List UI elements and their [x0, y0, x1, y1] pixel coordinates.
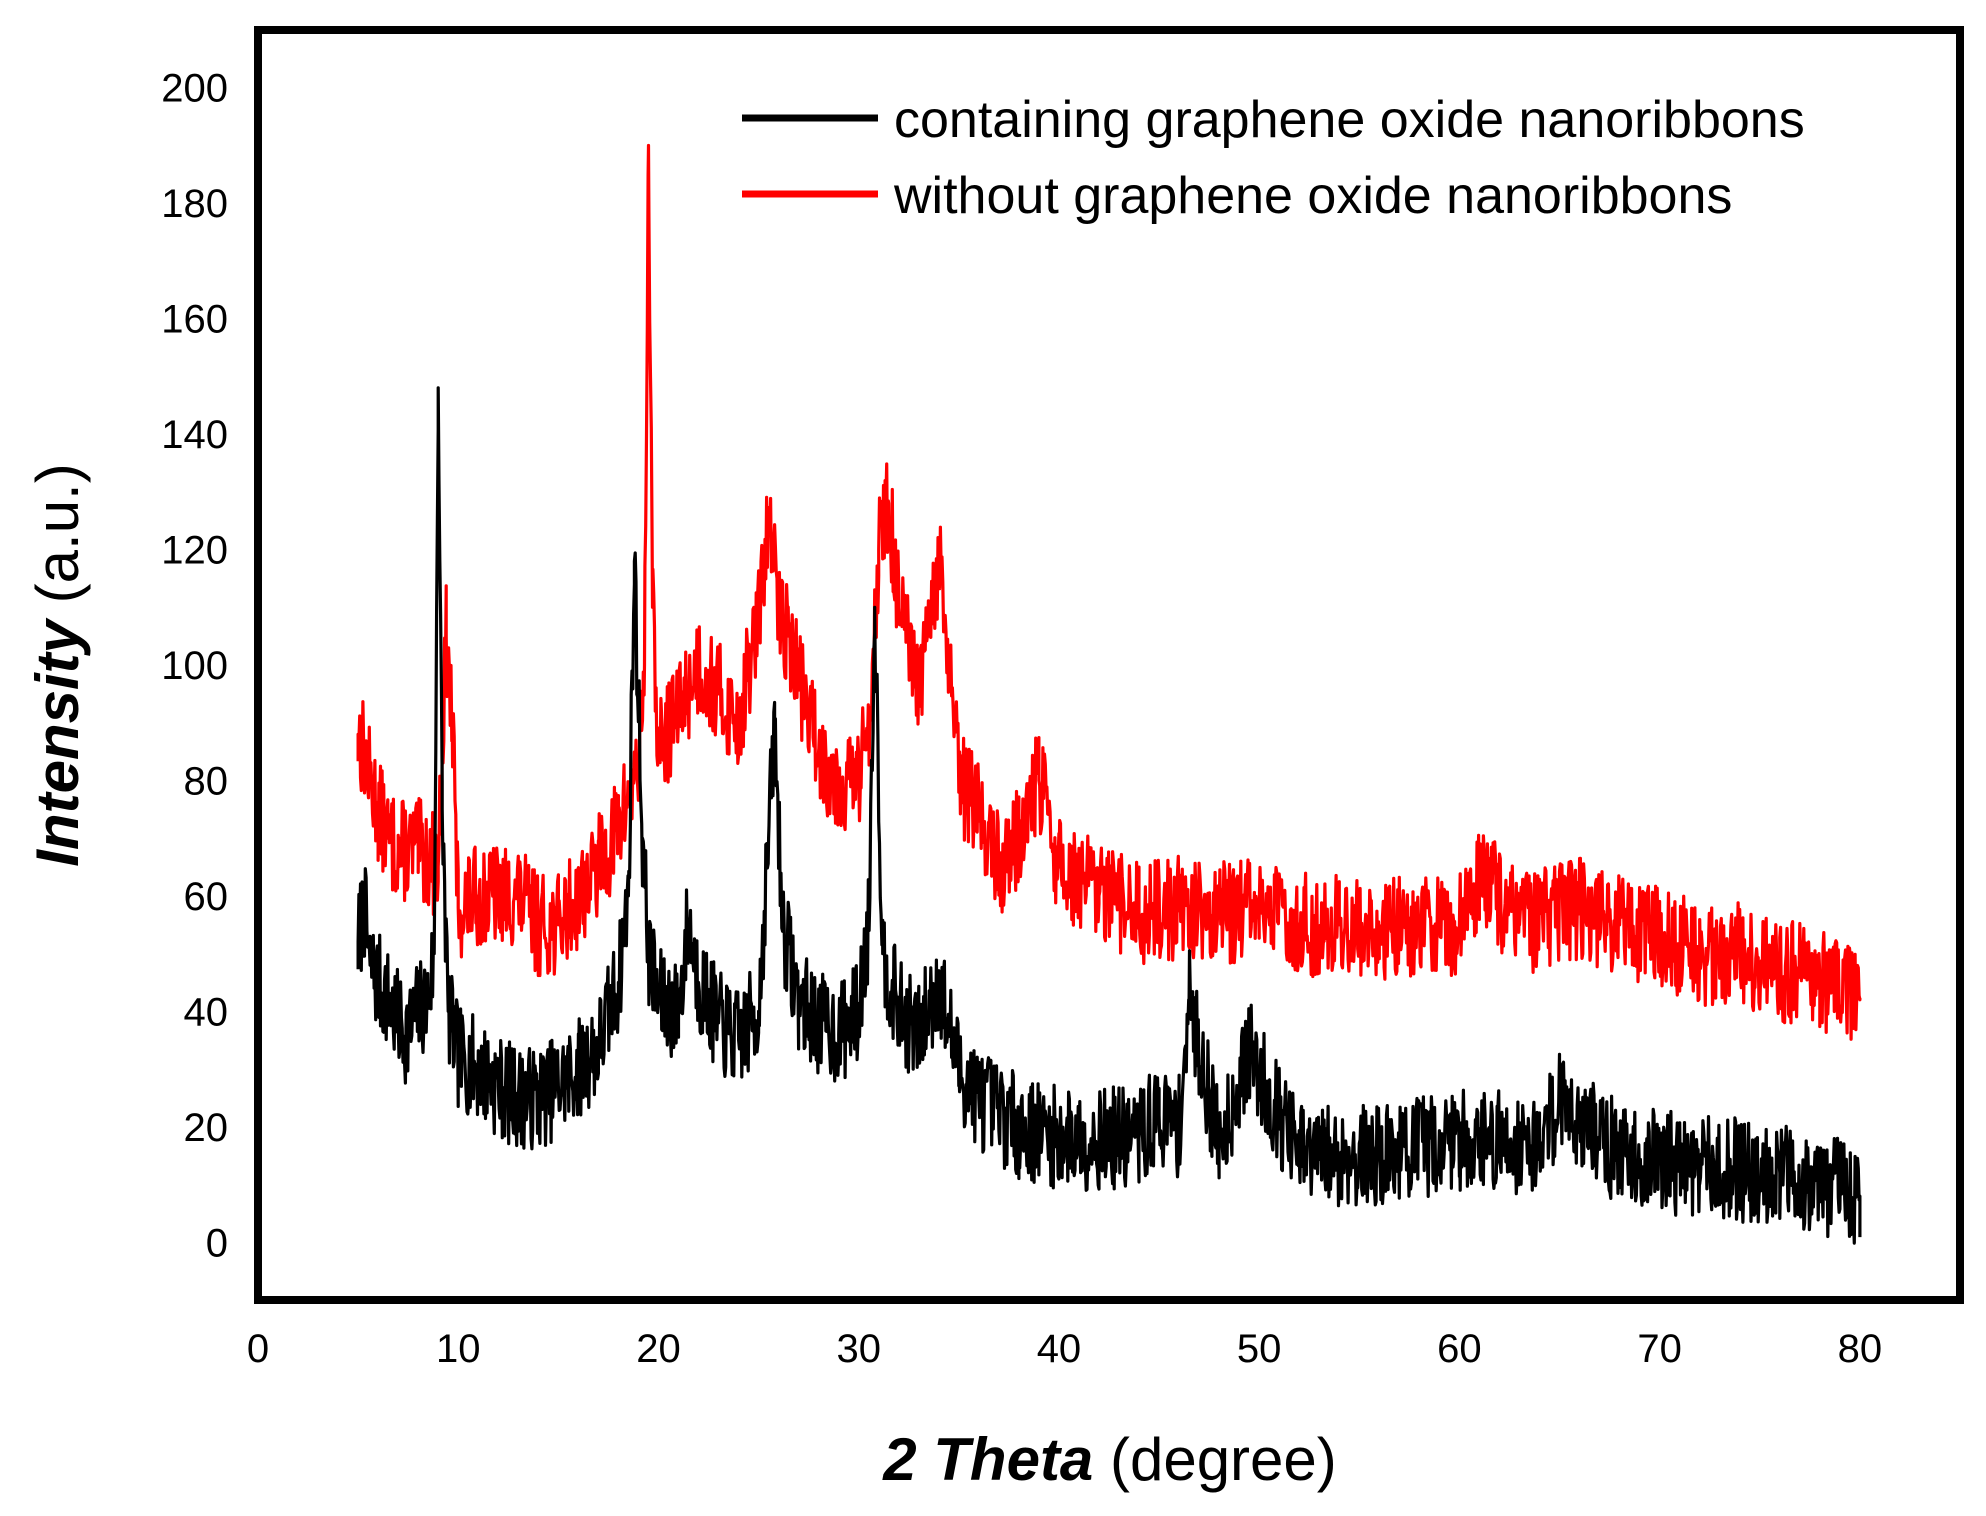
y-axis-title-spacer	[24, 603, 91, 620]
x-tick-label: 0	[247, 1327, 269, 1371]
y-axis-title: Intensity (a.u.)	[24, 463, 91, 866]
x-tick-label: 30	[836, 1327, 881, 1371]
legend: containing graphene oxide nanoribbons wi…	[742, 91, 1805, 225]
x-axis-title: 2 Theta (degree)	[882, 1426, 1337, 1493]
series-layer	[356, 143, 1862, 1245]
y-axis-title-emphasis: Intensity	[24, 617, 91, 866]
y-tick-label: 200	[161, 67, 228, 111]
x-tick-label: 40	[1037, 1327, 1082, 1371]
y-tick-label: 180	[161, 182, 228, 226]
y-tick-label: 20	[184, 1106, 229, 1150]
legend-label-without: without graphene oxide nanoribbons	[893, 167, 1732, 225]
series-without-trace	[356, 143, 1862, 1041]
x-tick-label: 80	[1838, 1327, 1883, 1371]
x-axis-title-emphasis: 2 Theta	[882, 1426, 1093, 1493]
x-tick-label: 20	[636, 1327, 681, 1371]
x-axis-title-spacer	[1093, 1426, 1110, 1493]
y-tick-label: 160	[161, 298, 228, 342]
y-tick-label: 40	[184, 990, 229, 1034]
y-tick-label: 80	[184, 759, 229, 803]
y-tick-label: 120	[161, 529, 228, 573]
y-tick-label: 140	[161, 413, 228, 457]
x-tick-label: 70	[1637, 1327, 1682, 1371]
y-tick-label: 0	[206, 1221, 228, 1265]
series-containing-trace	[356, 386, 1862, 1245]
tick-layer: 0 10 20 30 40 50 60 70 80 0 20 40 60 80 100 120 140 160 18…	[161, 67, 1882, 1371]
legend-label-containing: containing graphene oxide nanoribbons	[894, 91, 1805, 149]
plot-frame	[254, 26, 1964, 1304]
y-tick-label: 100	[161, 644, 228, 688]
x-tick-label: 60	[1437, 1327, 1482, 1371]
x-tick-label: 50	[1237, 1327, 1282, 1371]
x-tick-label: 10	[436, 1327, 481, 1371]
y-axis-title-rest: (a.u.)	[24, 463, 91, 603]
x-axis-title-rest: (degree)	[1110, 1426, 1337, 1493]
y-tick-label: 60	[184, 875, 229, 919]
